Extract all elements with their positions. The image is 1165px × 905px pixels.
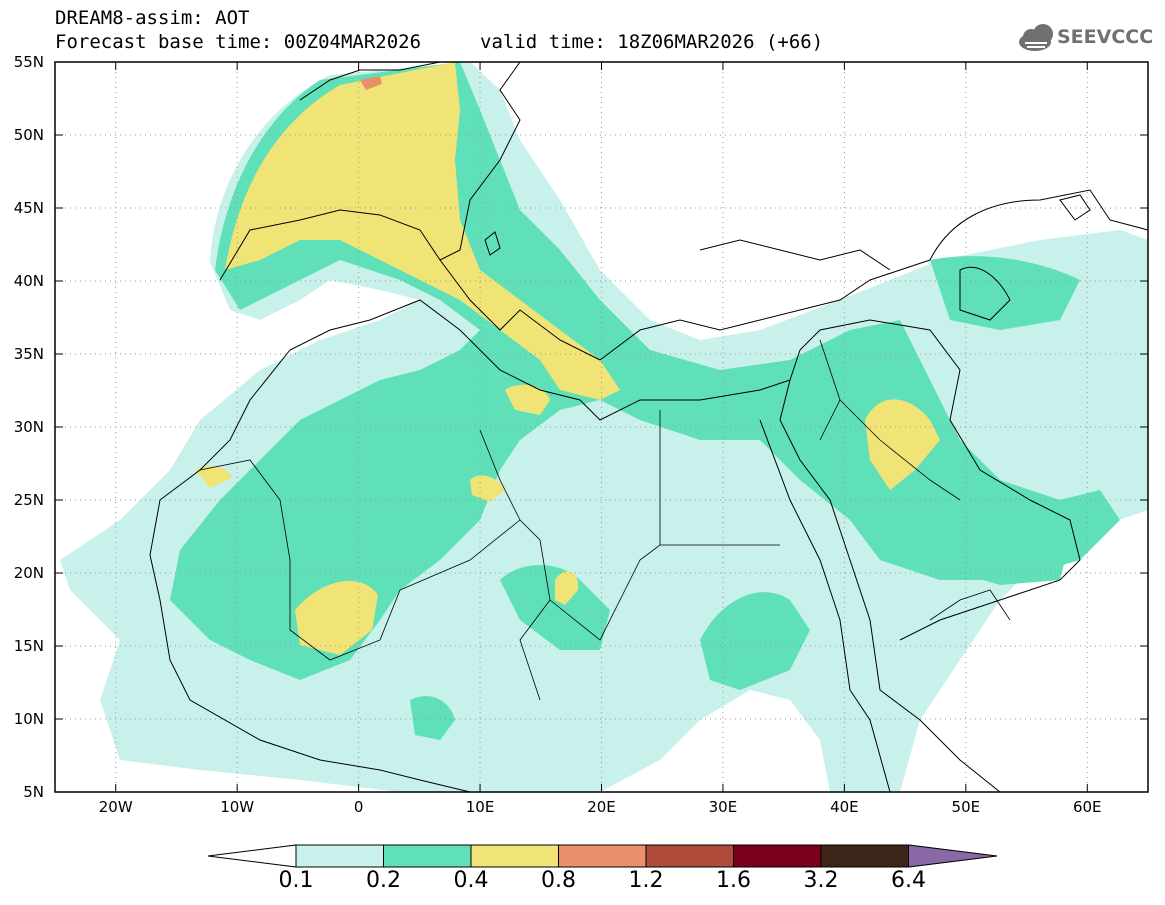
coastlines [149,62,1148,792]
lat-label: 45N [13,199,44,217]
lon-label: 10E [465,798,495,816]
lat-label: 5N [23,783,44,801]
colorbar-label: 1.2 [628,868,664,893]
lon-label: 50E [951,798,981,816]
axis-ticks [55,61,1148,793]
colorbar-swatch [645,844,734,868]
chart-title: DREAM8-assim: AOT [55,7,250,29]
cloud-icon [1019,24,1053,51]
lon-label: 30E [708,798,738,816]
country-borders [199,339,1011,701]
lat-label: 55N [13,53,44,71]
aot-fields [60,62,1148,792]
lon-label: 20E [587,798,616,816]
colorbar-underflow-triangle [207,844,297,868]
colorbar-label: 0.1 [278,868,314,893]
valid-time: valid time: 18Z06MAR2026 (+66) [480,31,824,53]
lon-label: 20W [98,798,133,816]
lat-label: 15N [13,637,44,655]
lon-label: 60E [1072,798,1102,816]
forecast-base-time: Forecast base time: 00Z04MAR2026 [55,31,422,53]
colorbar-overflow-triangle [908,844,998,868]
colorbar-label: 0.4 [453,868,489,893]
colorbar-swatch [733,844,822,868]
colorbar-swatch [295,844,384,868]
logo-text: SEEVCCC [1057,26,1154,48]
lat-label: 50N [13,126,44,144]
colorbar-label: 1.6 [716,868,751,893]
colorbar-label: 0.2 [366,868,401,893]
lat-label: 25N [13,491,44,509]
aot-level-0.4 [195,62,940,655]
colorbar [207,844,998,868]
colorbar-label: 0.8 [541,868,576,893]
colorbar-swatch [820,844,909,868]
lon-label: 40E [830,798,859,816]
aot-level-0.8 [360,76,382,90]
lon-label: 0 [353,798,364,816]
colorbar-label: 6.4 [891,868,926,893]
lat-label: 30N [13,418,44,436]
colorbar-swatch [383,844,472,868]
lat-label: 40N [13,272,44,290]
lat-label: 10N [13,710,44,728]
lat-label: 35N [13,345,44,363]
lat-label: 20N [13,564,44,582]
lon-label: 10W [220,798,255,816]
colorbar-swatch [558,844,647,868]
map-grid [55,62,1148,792]
colorbar-swatch [470,844,559,868]
colorbar-label: 3.2 [803,868,839,893]
